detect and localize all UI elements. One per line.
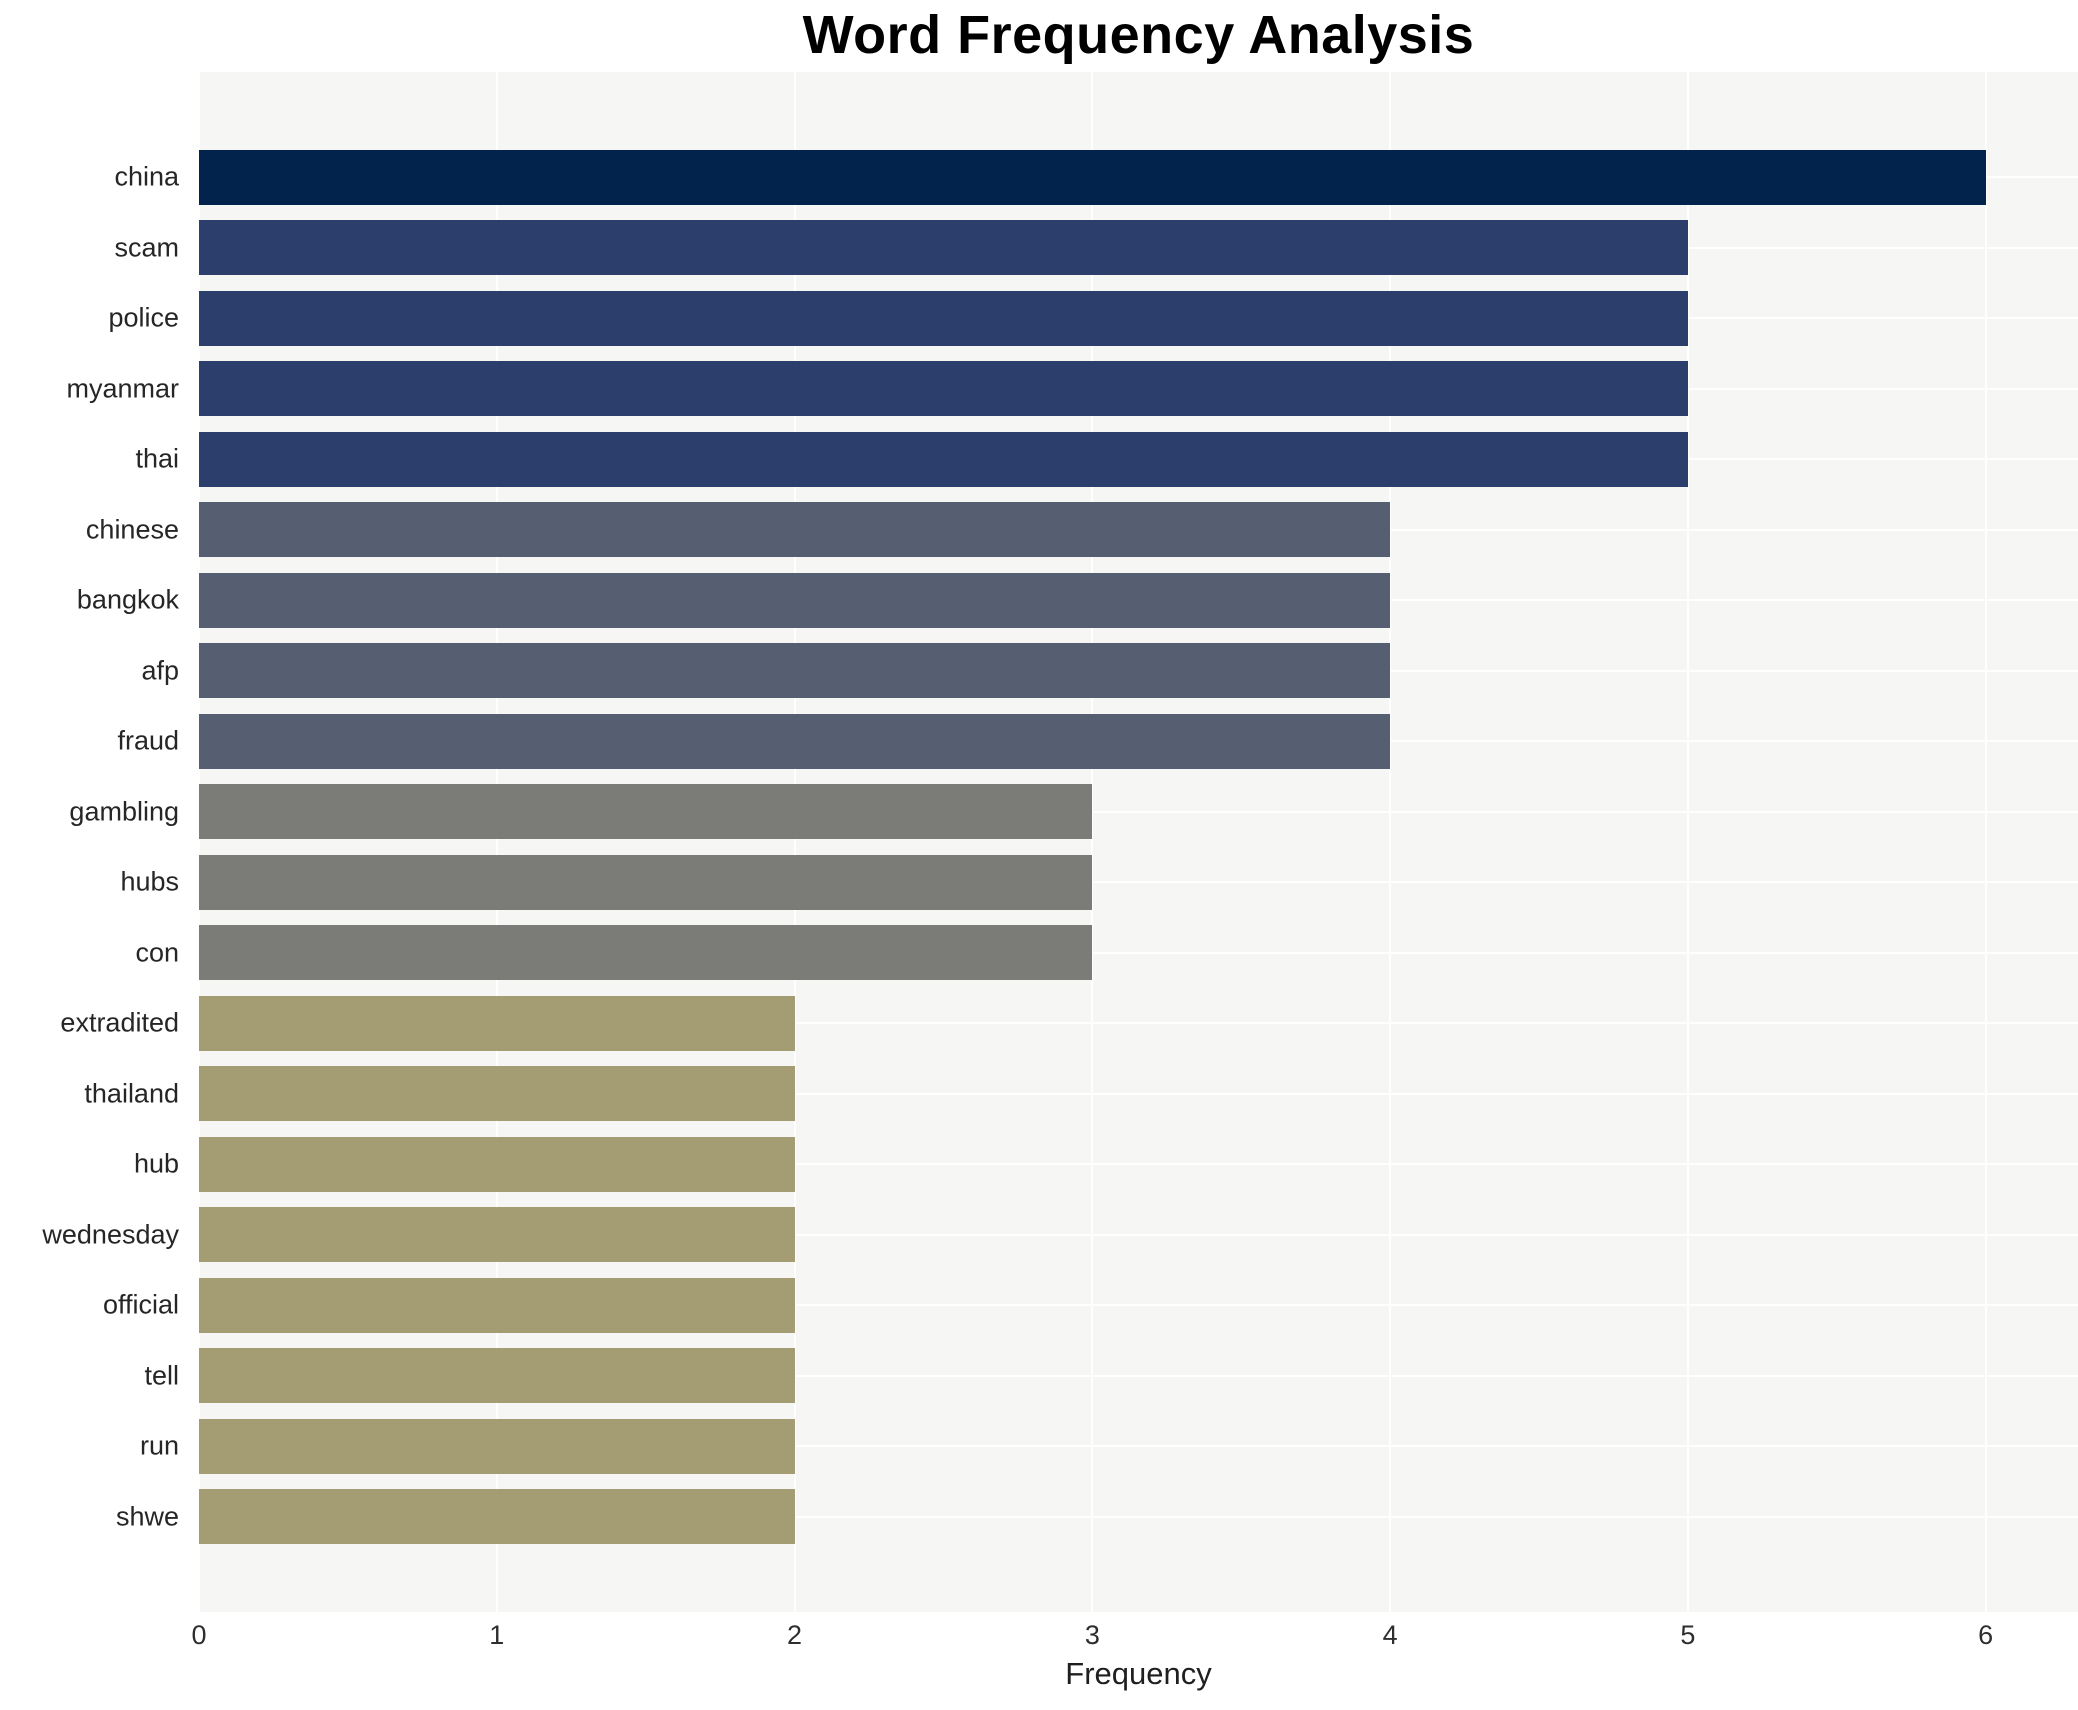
y-tick-label: con	[135, 937, 179, 968]
x-tick-label: 0	[191, 1620, 207, 1650]
y-tick-label: run	[139, 1430, 179, 1461]
x-axis-title: Frequency	[1065, 1656, 1212, 1691]
y-gridline	[199, 1163, 2078, 1166]
x-gridline	[793, 72, 796, 1612]
bar-myanmar	[199, 361, 1688, 417]
y-tick-label: hub	[133, 1148, 179, 1179]
x-axis: 0 1 2 3 4 5 6	[191, 1612, 2078, 1662]
y-tick-label: chinese	[85, 514, 179, 545]
y-gridline	[199, 881, 2078, 884]
bar-wednesday	[199, 1207, 795, 1263]
bar-thai	[199, 431, 1688, 487]
x-gridline	[1984, 72, 1987, 1612]
y-tick-label: wednesday	[42, 1219, 179, 1250]
x-gridline	[1389, 72, 1392, 1612]
bar-run	[199, 1418, 795, 1474]
y-tick-label: tell	[144, 1360, 179, 1391]
y-tick-label: official	[102, 1289, 179, 1320]
bar-hub	[199, 1136, 795, 1192]
bar-con	[199, 925, 1093, 981]
x-tick-label: 2	[787, 1620, 803, 1650]
y-axis: china scam police myanmar thai chinese bangkok…	[0, 72, 189, 1612]
bar-scam	[199, 220, 1688, 276]
x-tick-label: 4	[1382, 1620, 1398, 1650]
y-tick-label: thai	[135, 443, 179, 474]
y-gridline	[199, 1022, 2078, 1025]
bar-official	[199, 1277, 795, 1333]
y-tick-label: myanmar	[66, 373, 179, 404]
y-tick-label: gambling	[69, 796, 179, 827]
x-gridline	[1686, 72, 1689, 1612]
x-gridline	[1091, 72, 1094, 1612]
bar-afp	[199, 643, 1391, 699]
x-gridline	[198, 72, 200, 1612]
y-gridline	[199, 1233, 2078, 1236]
y-gridline	[199, 1445, 2078, 1448]
y-gridline	[199, 951, 2078, 954]
bar-china	[199, 149, 1986, 205]
y-tick-label: china	[114, 161, 179, 192]
y-tick-label: fraud	[117, 725, 179, 756]
y-tick-label: extradited	[60, 1007, 179, 1038]
bar-shwe	[199, 1489, 795, 1545]
y-tick-label: police	[108, 302, 179, 333]
y-gridline	[199, 1374, 2078, 1377]
y-gridline	[199, 1092, 2078, 1095]
x-tick-label: 5	[1680, 1620, 1696, 1650]
x-tick-label: 6	[1978, 1620, 1994, 1650]
bar-bangkok	[199, 572, 1391, 628]
y-tick-label: scam	[114, 232, 179, 263]
bar-chinese	[199, 502, 1391, 558]
y-tick-label: bangkok	[76, 584, 179, 615]
y-gridline	[199, 1515, 2078, 1518]
bar-tell	[199, 1348, 795, 1404]
y-tick-label: afp	[141, 655, 179, 686]
x-tick-label: 1	[489, 1620, 505, 1650]
bar-gambling	[199, 784, 1093, 840]
bar-extradited	[199, 995, 795, 1051]
y-tick-label: hubs	[120, 866, 179, 897]
x-tick-label: 3	[1084, 1620, 1100, 1650]
bar-thailand	[199, 1066, 795, 1122]
y-tick-label: shwe	[115, 1501, 179, 1532]
y-gridline	[199, 810, 2078, 813]
x-gridline	[495, 72, 498, 1612]
y-tick-label: thailand	[84, 1078, 179, 1109]
bar-fraud	[199, 713, 1391, 769]
bar-police	[199, 290, 1688, 346]
y-gridline	[199, 1304, 2078, 1307]
bar-hubs	[199, 854, 1093, 910]
chart-title: Word Frequency Analysis	[802, 5, 1475, 65]
plot-area	[198, 72, 2078, 1612]
